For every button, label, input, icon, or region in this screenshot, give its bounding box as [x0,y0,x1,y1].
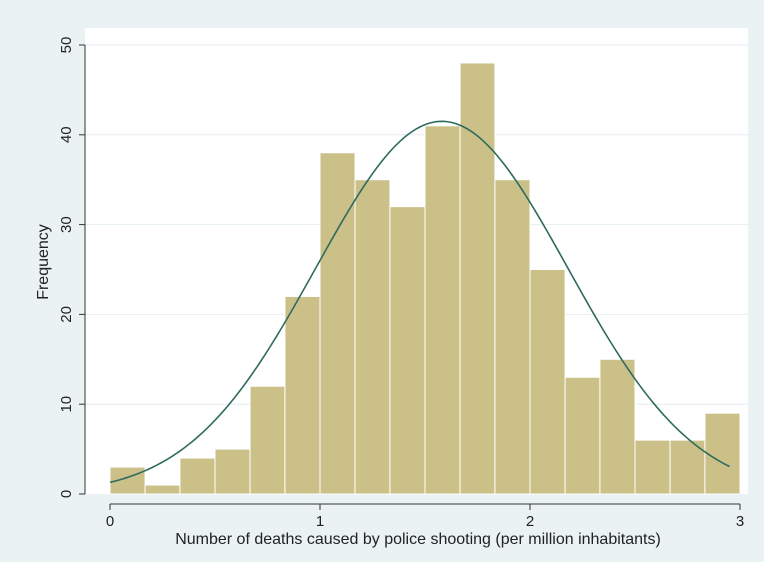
y-tick-label-30: 30 [58,216,75,233]
y-tick-label-40: 40 [58,126,75,143]
histogram-bars [109,62,741,495]
x-tick-label-1: 1 [316,513,324,530]
histogram-bar-16 [634,439,671,495]
histogram-bar-11 [459,62,496,495]
histogram-bar-13 [529,269,566,495]
y-tick-label-0: 0 [58,490,75,498]
histogram-bar-6 [284,295,321,495]
y-tick-label-10: 10 [58,396,75,413]
tick-labels: 0 10 20 30 40 50 0 1 2 3 [58,37,744,530]
x-axis-title: Number of deaths caused by police shooti… [175,531,661,548]
histogram-bar-5 [249,385,286,495]
histogram-bar-7 [319,152,356,495]
histogram-bar-18 [704,412,741,495]
histogram-bar-4 [214,448,251,495]
histogram-bar-12 [494,179,531,495]
histogram-bar-9 [389,206,426,495]
y-tick-label-50: 50 [58,37,75,54]
histogram-bar-2 [144,484,181,495]
histogram-bar-10 [424,125,461,495]
histogram-bar-14 [564,376,601,495]
normal-density-curve [109,120,730,484]
histogram-bar-8 [354,179,391,495]
histogram-bar-17 [669,439,706,495]
x-tick-label-2: 2 [526,513,534,530]
x-tick-label-3: 3 [736,513,744,530]
y-axis-title: Frequency [35,224,52,300]
y-tick-label-20: 20 [58,306,75,323]
x-tick-label-0: 0 [106,513,114,530]
axes [79,44,741,510]
histogram-bar-15 [599,358,636,495]
histogram-bar-3 [179,457,216,495]
